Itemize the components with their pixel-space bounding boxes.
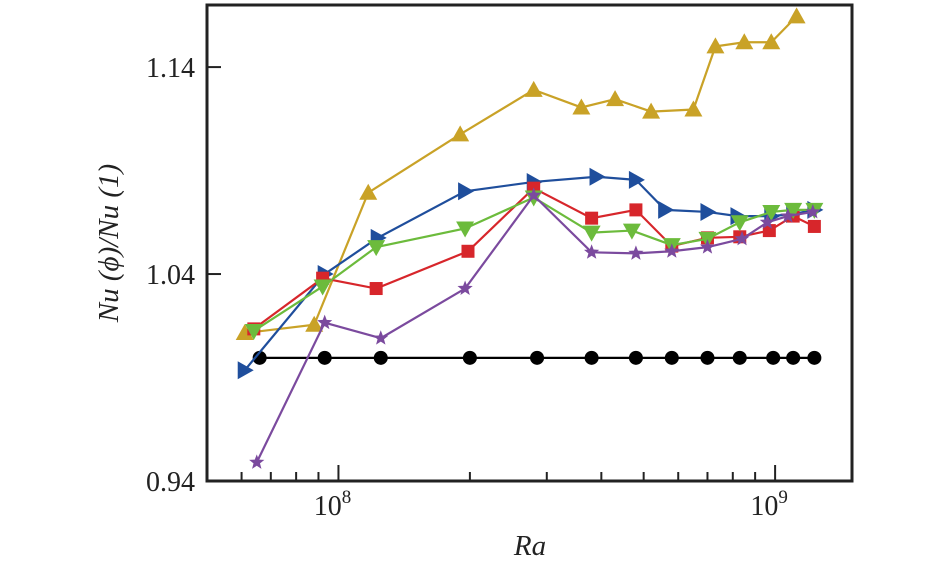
- data-point-circle: [664, 350, 679, 365]
- data-point-triangle-down: [456, 221, 475, 238]
- data-point-star: [373, 330, 389, 345]
- series-purple-star: [249, 187, 821, 469]
- series-gold-triangle-up: [235, 7, 806, 341]
- data-point-triangle-right: [658, 200, 675, 219]
- data-point-star: [805, 203, 821, 219]
- x-tick-label: 109: [750, 487, 788, 522]
- data-point-square: [762, 224, 776, 238]
- data-point-square: [629, 203, 643, 217]
- data-point-triangle-up: [235, 324, 254, 341]
- data-point-triangle-up: [735, 33, 754, 50]
- data-point-triangle-up: [642, 102, 661, 119]
- data-point-triangle-up: [451, 125, 470, 142]
- data-point-triangle-up: [762, 33, 781, 50]
- data-point-triangle-up: [524, 80, 543, 97]
- x-axis-ticks: 108 109: [240, 465, 788, 522]
- data-point-triangle-right: [700, 202, 717, 221]
- data-point-triangle-up: [787, 7, 806, 24]
- data-point-triangle-down: [313, 279, 332, 296]
- data-point-star: [759, 214, 775, 229]
- series-line-purple-star: [255, 193, 814, 463]
- data-point-triangle-right: [589, 167, 606, 186]
- data-point-star: [584, 244, 600, 259]
- data-point-square: [369, 282, 383, 296]
- y-axis-ticks: 0.94 1.04 1.14: [146, 53, 221, 498]
- data-point-circle: [700, 350, 715, 365]
- data-point-circle: [807, 350, 822, 365]
- series-black-circle: [252, 350, 822, 365]
- data-point-star: [317, 314, 333, 330]
- data-point-triangle-down: [367, 240, 386, 257]
- data-point-triangle-right: [628, 170, 645, 189]
- y-tick-label: 1.14: [146, 53, 195, 84]
- data-point-circle: [766, 350, 781, 365]
- data-point-circle: [732, 350, 747, 365]
- data-point-circle: [786, 350, 801, 365]
- x-tick-label: 108: [314, 487, 352, 522]
- data-point-triangle-down: [784, 202, 803, 219]
- data-point-star: [780, 208, 796, 223]
- data-point-square: [807, 219, 821, 233]
- data-point-circle: [462, 350, 477, 365]
- data-point-triangle-up: [359, 183, 378, 200]
- x-axis-label: Ra: [513, 530, 546, 562]
- data-point-triangle-down: [582, 225, 601, 242]
- data-point-triangle-up: [305, 315, 324, 332]
- data-point-triangle-down: [730, 215, 749, 232]
- plot-area-frame: [205, 3, 854, 483]
- data-point-circle: [530, 350, 545, 365]
- data-point-star: [664, 243, 680, 258]
- data-point-square: [585, 211, 599, 225]
- data-point-triangle-down: [622, 223, 641, 240]
- data-point-circle: [584, 350, 599, 365]
- series-line-red-square: [253, 186, 815, 330]
- data-point-star: [526, 187, 542, 202]
- data-point-triangle-up: [684, 100, 703, 117]
- y-axis-label: Nu (ϕ)/Nu (1): [93, 164, 125, 323]
- data-point-circle: [373, 350, 388, 365]
- series-layer: [235, 7, 824, 469]
- data-point-star: [628, 245, 644, 260]
- data-point-star: [734, 230, 750, 246]
- data-point-triangle-down: [762, 204, 781, 221]
- y-tick-label: 1.04: [146, 260, 195, 291]
- y-tick-label: 0.94: [146, 467, 195, 498]
- data-point-star: [249, 454, 265, 469]
- data-point-star: [699, 239, 716, 254]
- data-point-circle: [252, 350, 267, 365]
- data-point-circle: [628, 350, 643, 365]
- data-point-triangle-right: [458, 182, 475, 201]
- data-point-triangle-up: [706, 37, 725, 54]
- data-point-triangle-down: [244, 323, 263, 340]
- data-point-star: [457, 280, 473, 295]
- data-point-triangle-right: [237, 361, 254, 380]
- data-point-triangle-up: [606, 90, 625, 107]
- data-point-square: [461, 244, 475, 258]
- data-point-triangle-up: [572, 98, 591, 115]
- data-point-circle: [317, 350, 332, 365]
